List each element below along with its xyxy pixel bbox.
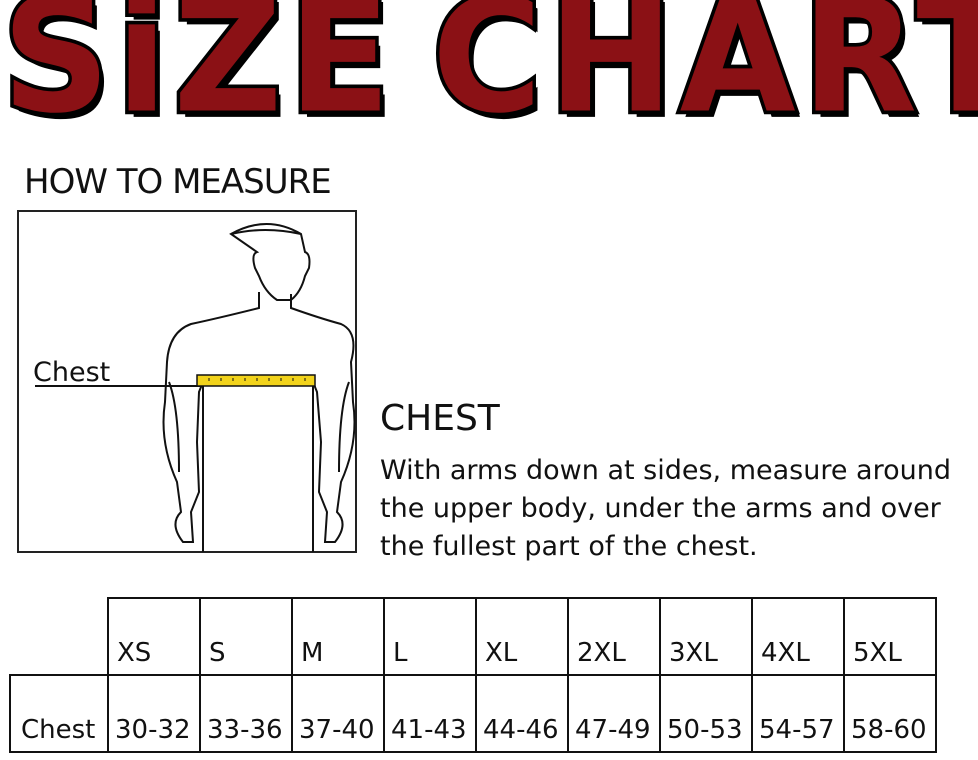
chest-value: 30-32 <box>107 674 201 753</box>
size-header: XL <box>475 597 569 676</box>
size-header: XS <box>107 597 201 676</box>
size-header: L <box>383 597 477 676</box>
size-header: 4XL <box>751 597 845 676</box>
how-to-measure-heading: HOW TO MEASURE <box>24 162 332 202</box>
chest-value: 41-43 <box>383 674 477 753</box>
chest-value: 44-46 <box>475 674 569 753</box>
size-header: 3XL <box>659 597 753 676</box>
chest-value: 47-49 <box>567 674 661 753</box>
chest-value: 50-53 <box>659 674 753 753</box>
size-header: M <box>291 597 385 676</box>
chest-value: 37-40 <box>291 674 385 753</box>
blank-cell <box>10 598 109 676</box>
size-header: S <box>199 597 293 676</box>
size-header-row: XS S M L XL 2XL 3XL 4XL 5XL <box>10 597 937 676</box>
chest-instructions: With arms down at sides, measure around … <box>380 455 951 562</box>
row-label: Chest <box>9 674 109 753</box>
chest-heading: CHEST <box>380 398 500 439</box>
chest-value: 54-57 <box>751 674 845 753</box>
chest-value: 33-36 <box>199 674 293 753</box>
body-outline-icon <box>35 223 356 552</box>
title-size: SiZE <box>0 0 397 149</box>
title-chart: CHART <box>429 0 978 149</box>
table-row: Chest 30-32 33-36 37-40 41-43 44-46 47-4… <box>9 674 937 753</box>
size-header: 2XL <box>567 597 661 676</box>
size-header: 5XL <box>843 597 937 676</box>
figure-chest-label: Chest <box>33 357 111 388</box>
size-table: XS S M L XL 2XL 3XL 4XL 5XL Chest 30-32 … <box>9 597 937 753</box>
chest-value: 58-60 <box>843 674 937 753</box>
measure-figure: Chest <box>17 210 357 553</box>
